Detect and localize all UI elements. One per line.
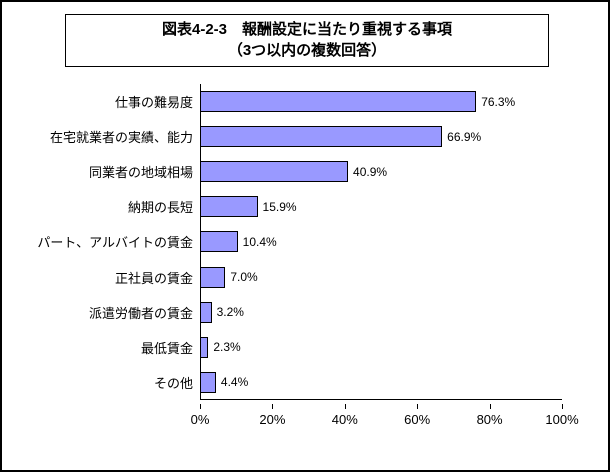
value-label: 4.4% [220,375,249,390]
category-label: パート、アルバイトの賃金 [37,235,193,251]
bar-row: パート、アルバイトの賃金 10.4% [12,224,562,259]
bar-row: 納期の長短 15.9% [12,189,562,224]
bar-row: 最低賃金 2.3% [12,330,562,365]
value-label: 2.3% [213,340,241,355]
x-tick-label: 20% [259,412,286,427]
category-label: その他 [153,375,193,391]
bar [200,301,212,323]
category-label: 仕事の難易度 [114,95,193,111]
bar-track: 76.3% [200,84,562,119]
bar-track: 2.3% [200,330,562,365]
bar-track: 40.9% [200,154,562,189]
value-label: 10.4% [242,234,277,249]
value-label: 3.2% [216,305,244,320]
bar [200,231,238,253]
bar-row: 派遣労働者の賃金 3.2% [12,295,562,330]
x-tick [344,404,346,409]
x-tick [272,404,274,409]
chart-title-line1: 図表4-2-3 報酬設定に当たり重視する事項 [161,21,453,38]
bar-rows: 仕事の難易度 76.3% 在宅就業者の実績、能力 66.9% 同業者の地域相場 40.9%… [12,84,562,400]
x-tick-label: 0% [190,412,210,427]
bar-row: 正社員の賃金 7.0% [12,260,562,295]
bar-track: 7.0% [200,260,562,295]
bar-row: 同業者の地域相場 40.9% [12,154,562,189]
bar-track: 3.2% [200,295,562,330]
value-label: 15.9% [262,199,297,214]
x-axis-line [200,399,562,400]
bar-track: 4.4% [200,365,562,400]
chart-title-line2: （3つ以内の複数回答） [227,42,387,59]
x-tick [489,404,491,409]
bar-row: 仕事の難易度 76.3% [12,84,562,119]
bar [200,336,209,358]
category-label: 正社員の賃金 [114,270,193,286]
bar-track: 66.9% [200,119,562,154]
value-label: 66.9% [447,129,482,144]
category-label: 納期の長短 [127,200,193,216]
bar [200,196,258,218]
x-tick [200,404,201,409]
y-axis-line [200,84,201,400]
bar-track: 15.9% [200,189,562,224]
category-label: 在宅就業者の実績、能力 [49,130,193,146]
x-tick-label: 80% [476,412,503,427]
bar-row: その他 4.4% [12,365,562,400]
bar-track: 10.4% [200,224,562,259]
bar [200,161,349,183]
bar [200,91,477,113]
x-tick-label: 40% [331,412,358,427]
chart-title-box: 図表4-2-3 報酬設定に当たり重視する事項 （3つ以内の複数回答） [65,14,549,67]
x-tick-label: 60% [404,412,431,427]
bar-row: 在宅就業者の実績、能力 66.9% [12,119,562,154]
x-tick [562,404,563,409]
category-label: 同業者の地域相場 [88,165,193,181]
x-tick-label: 100% [545,412,579,427]
bar [200,371,216,393]
bar [200,126,443,148]
category-label: 最低賃金 [140,340,193,356]
value-label: 76.3% [481,94,516,109]
value-label: 40.9% [353,164,388,179]
value-label: 7.0% [230,270,258,285]
x-axis-ticks: 0% 20% 40% 60% 80% 100% [191,404,579,434]
x-tick [417,404,419,409]
bar [200,266,226,288]
category-label: 派遣労働者の賃金 [88,305,193,321]
